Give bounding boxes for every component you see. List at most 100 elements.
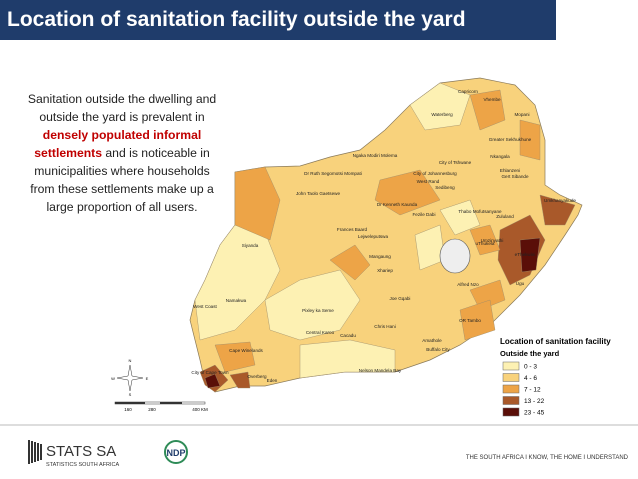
region	[519, 237, 541, 273]
map-label: Thabo Mofutsanyane	[458, 209, 502, 214]
map-label: Waterberg	[431, 112, 453, 117]
map-label: City of Cape Town	[191, 370, 229, 375]
map-label: West Coast	[193, 304, 217, 309]
region	[469, 89, 506, 131]
scale-label: 160	[124, 407, 132, 412]
legend-swatch	[502, 407, 520, 417]
map-label: Umkhanyakude	[544, 198, 576, 203]
body-line: settlements and is noticeable in	[12, 144, 232, 162]
map-label: Fezile Dabi	[413, 212, 436, 217]
map-label: Gert Sibande	[501, 174, 529, 179]
region	[329, 244, 371, 281]
body-line: from these settlements make up a	[12, 180, 232, 198]
compass-label: E	[146, 376, 149, 381]
logo-stripe	[31, 441, 33, 463]
map-label: Buffalo City	[426, 347, 450, 352]
legend-label: 0 - 3	[524, 364, 537, 371]
body-line: large proportion of all users.	[12, 198, 232, 216]
region	[234, 166, 281, 241]
map-label: eThekwini	[515, 252, 536, 257]
map-label: John Taolo Gaetsewe	[296, 191, 341, 196]
map-label: Namakwa	[226, 298, 247, 303]
map-label: Amathole	[422, 338, 442, 343]
body-text-segment: municipalities where households	[34, 164, 210, 178]
region	[194, 224, 281, 341]
compass-label: S	[129, 392, 132, 397]
map-label: Ngaka Modiri Molema	[353, 153, 398, 158]
scale-bar-segment	[115, 402, 145, 404]
map-label: Cacadu	[340, 333, 356, 338]
map-label: Capricorn	[458, 89, 478, 94]
ndp-logo	[164, 440, 188, 464]
footer-ndp: NDP	[166, 448, 185, 458]
map-label: OR Tambo	[459, 318, 481, 323]
body-text-segment: settlements	[34, 146, 102, 160]
body-text-segment: Sanitation outside the dwelling and	[27, 92, 217, 106]
logo-stripe	[28, 440, 30, 464]
scale-label: 280	[148, 407, 156, 412]
map-label: Alfred Nzo	[457, 282, 479, 287]
region	[459, 299, 496, 341]
legend-title: Location of sanitation facility	[500, 337, 611, 346]
body-line: Sanitation outside the dwelling and	[12, 90, 232, 108]
body-text-segment: densely populated informal	[42, 128, 202, 142]
region	[469, 224, 501, 256]
map-label: Sedibeng	[435, 185, 455, 190]
region	[374, 169, 441, 216]
map-label: City of Tshwane	[439, 160, 472, 165]
lesotho	[439, 238, 471, 274]
legend-swatch	[502, 361, 520, 371]
body-line: municipalities where households	[12, 162, 232, 180]
compass-label: W	[111, 376, 115, 381]
logo-stripe	[34, 442, 36, 462]
map-label: Xhariep	[377, 268, 393, 273]
stats-sa-logo	[28, 440, 42, 464]
body-line: outside the yard is prevalent in	[12, 108, 232, 126]
map-label: Nelson Mandela Bay	[359, 368, 402, 373]
compass-label: N	[129, 358, 132, 363]
map-label: Pixley ka Seme	[302, 308, 334, 313]
map-label: West Rand	[417, 179, 440, 184]
compass-rose	[116, 364, 144, 392]
footer-brand: STATS SA	[46, 443, 116, 460]
map-label: Dr Ruth Segomotsi Mompati	[304, 171, 362, 176]
legend-label: 23 - 45	[524, 410, 545, 417]
map-label: Mangaung	[369, 254, 391, 259]
map-label: Cape Winelands	[229, 348, 263, 353]
slide-title: Location of sanitation facility outside …	[7, 8, 466, 31]
legend-swatch	[502, 384, 520, 394]
map-label: City of Johannesburg	[413, 171, 457, 176]
body-line: densely populated informal	[12, 126, 232, 144]
region	[469, 279, 506, 311]
map-label: uThukela	[476, 241, 495, 246]
body-text-segment: large proportion of all users.	[46, 200, 198, 214]
region	[204, 373, 221, 389]
logo-stripe	[40, 444, 42, 460]
map-label: Lejweleputswa	[358, 234, 389, 239]
legend-swatch	[502, 396, 520, 405]
map-label: Greater Sekhukhune	[489, 137, 532, 142]
map-label: Ehlanzeni	[500, 168, 520, 173]
footer-tagline: THE SOUTH AFRICA I KNOW, THE HOME I UNDE…	[466, 455, 629, 461]
map-label: Vhembe	[483, 97, 501, 102]
region	[264, 269, 361, 341]
region	[539, 194, 576, 226]
map-label: Dr Kenneth Kaunda	[377, 202, 418, 207]
title-bar: Location of sanitation facility outside …	[0, 0, 556, 40]
region	[519, 119, 541, 161]
legend-swatch	[502, 373, 520, 382]
map-label: Mopani	[514, 112, 529, 117]
scale-label: 400 KM	[192, 407, 208, 412]
legend-label: 7 - 12	[524, 387, 541, 394]
footer-brand-sub: STATISTICS SOUTH AFRICA	[46, 462, 119, 468]
legend-label: 4 - 6	[524, 375, 537, 382]
map-label: Joe Gqabi	[390, 296, 411, 301]
map-label: Frances Baard	[337, 227, 368, 232]
region	[214, 341, 256, 373]
body-text: Sanitation outside the dwelling and outsi…	[12, 90, 232, 216]
logo-stripe	[37, 443, 39, 461]
body-text-segment: from these settlements make up a	[30, 182, 214, 196]
map-label: Chris Hani	[374, 324, 395, 329]
